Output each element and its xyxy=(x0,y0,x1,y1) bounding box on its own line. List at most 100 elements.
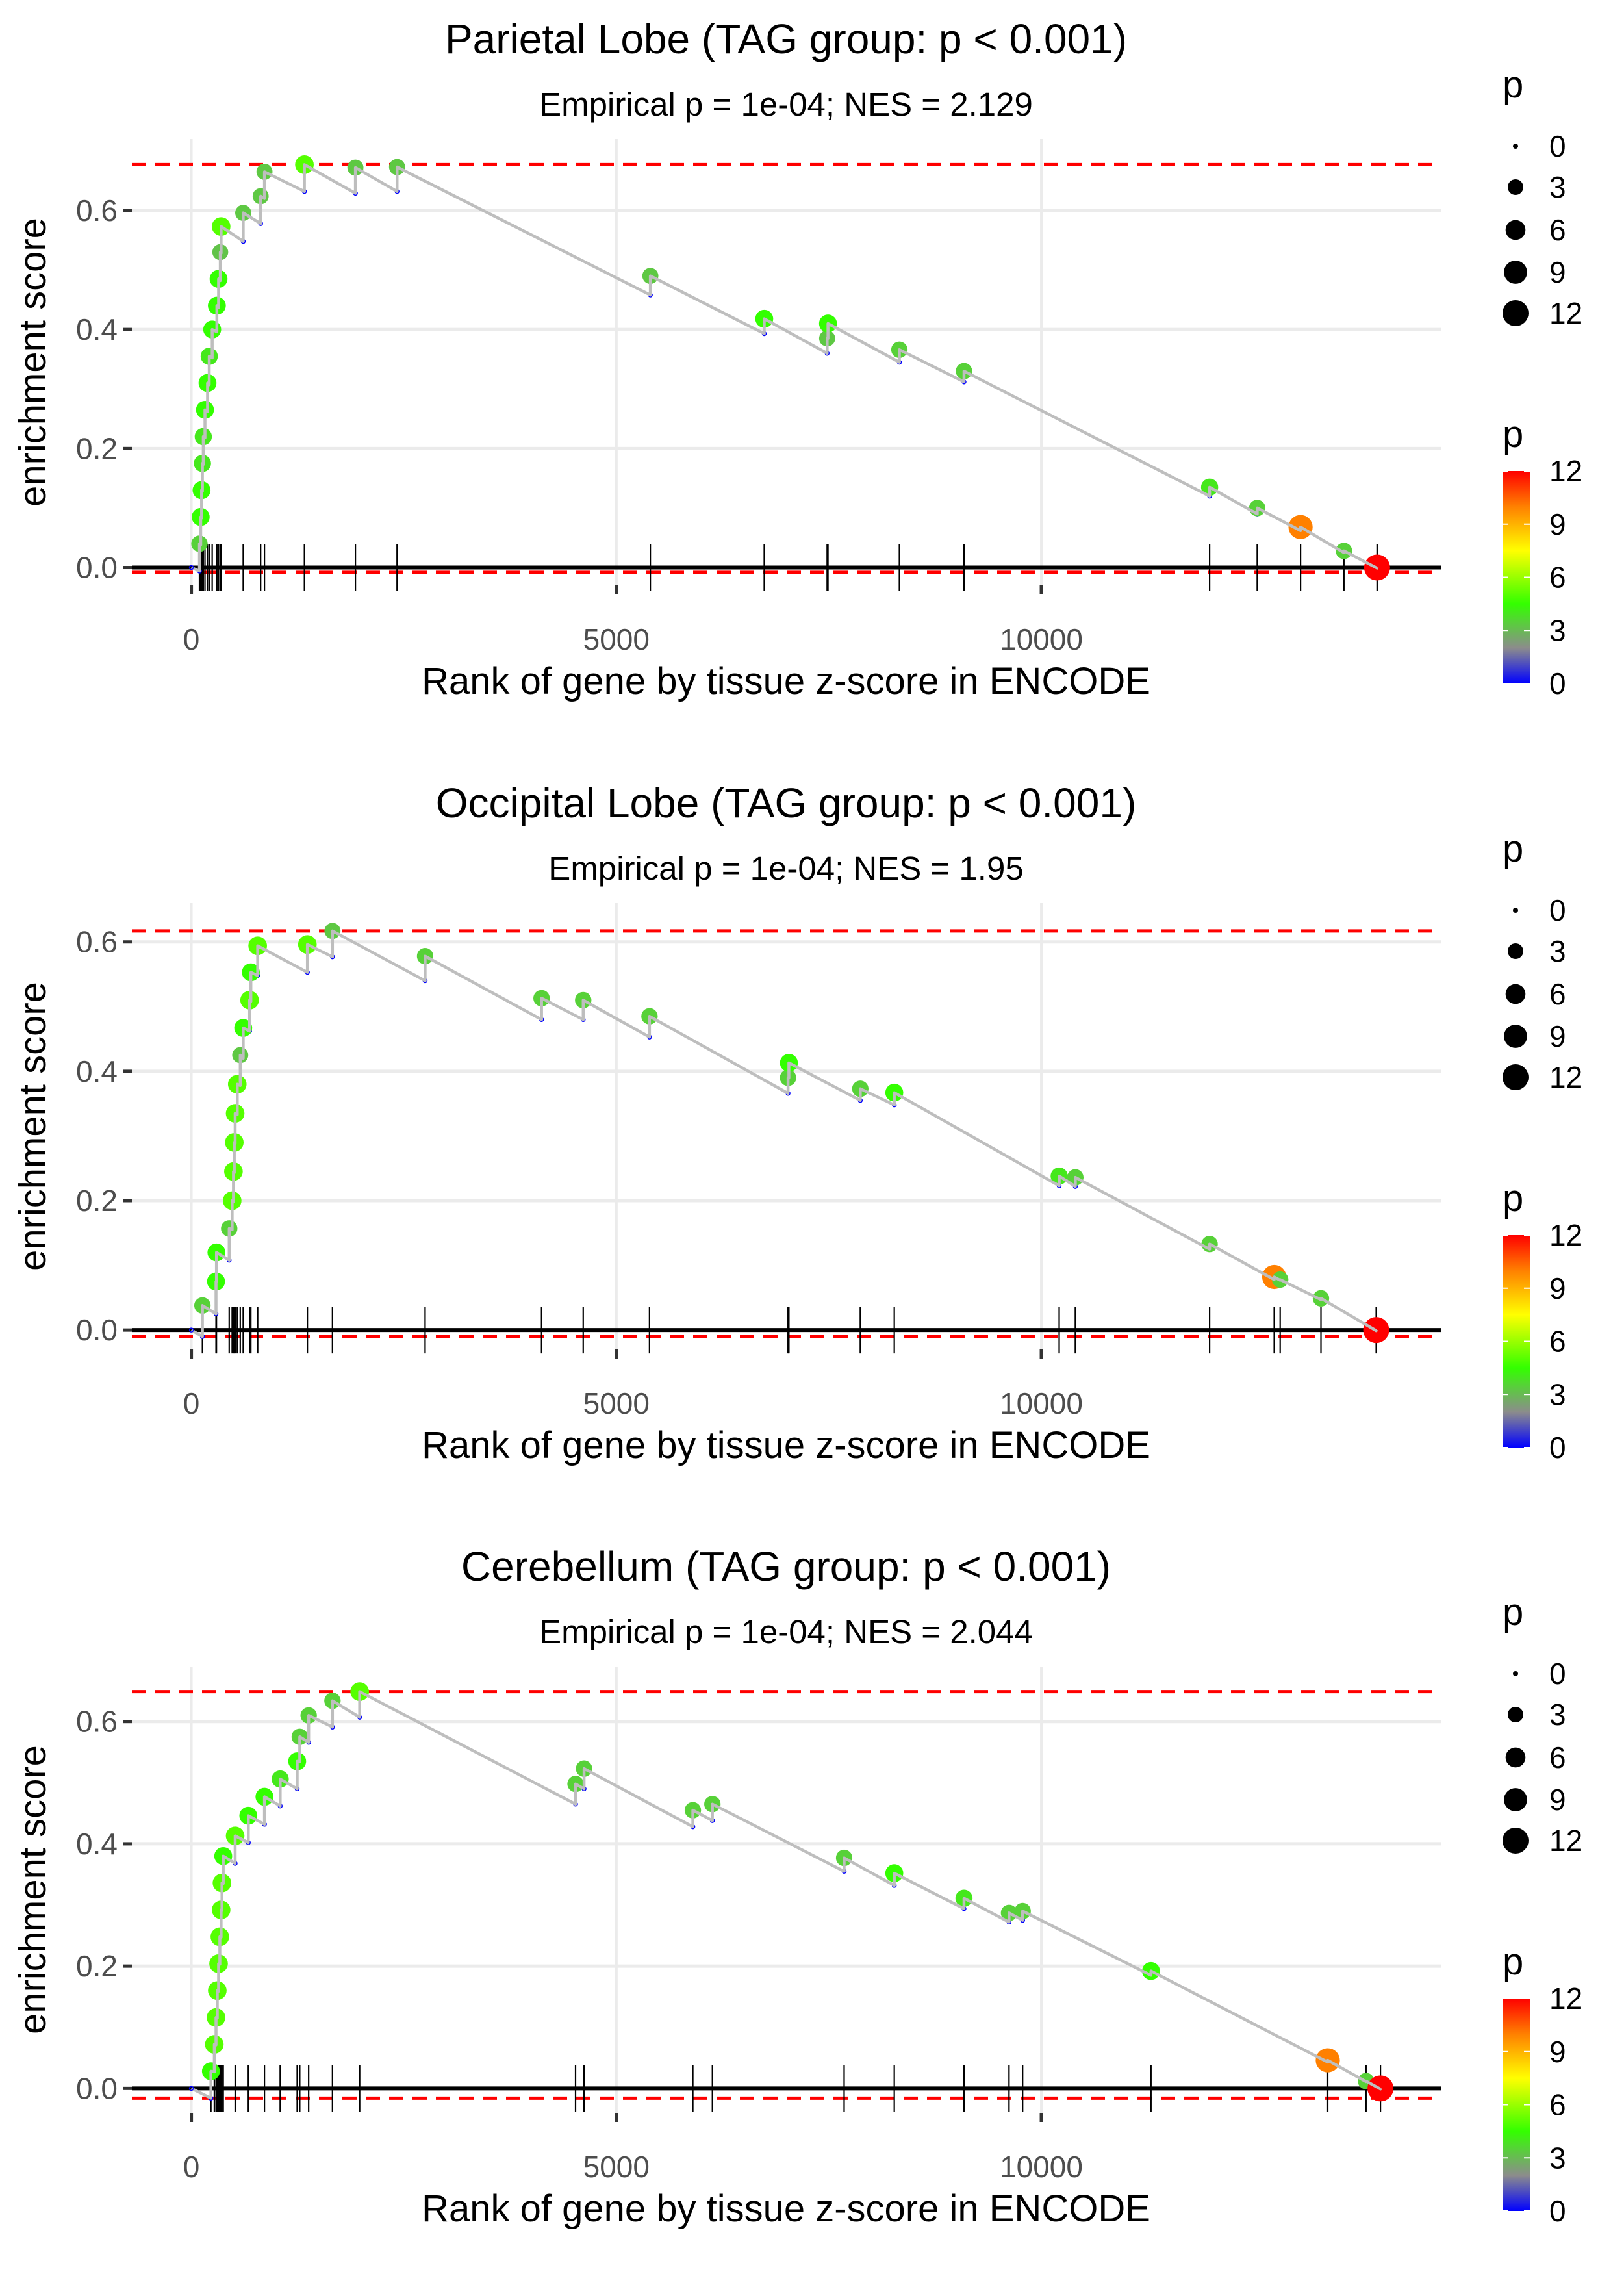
y-tick-label: 0.2 xyxy=(76,1949,118,1983)
size-legend-label: 12 xyxy=(1549,296,1582,330)
rug xyxy=(201,1307,1377,1354)
colorbar-label: 3 xyxy=(1549,1377,1566,1411)
size-legend-label: 0 xyxy=(1549,1657,1566,1691)
y-tick-label: 0.4 xyxy=(76,313,118,346)
colorbar-label: 3 xyxy=(1549,2141,1566,2175)
size-legend-label: 0 xyxy=(1549,129,1566,163)
y-tick-label: 0.0 xyxy=(76,551,118,585)
y-tick-label: 0.6 xyxy=(76,925,118,959)
size-legend-label: 12 xyxy=(1549,1824,1582,1858)
color-legend-title: p xyxy=(1503,1941,1523,1983)
rug xyxy=(210,2065,1382,2112)
size-legend-title: p xyxy=(1503,1591,1523,1633)
grid xyxy=(132,903,1441,1349)
x-tick-label: 5000 xyxy=(583,2150,650,2184)
y-tick-label: 0.2 xyxy=(76,431,118,465)
es-curve xyxy=(190,1690,1382,2100)
size-legend-label: 3 xyxy=(1549,934,1566,968)
size-legend-key xyxy=(1504,261,1527,284)
y-axis-title: enrichment score xyxy=(12,218,54,507)
size-legend-key xyxy=(1513,908,1518,913)
colorbar-label: 6 xyxy=(1549,561,1566,594)
x-tick-label: 10000 xyxy=(1000,2150,1083,2184)
grid xyxy=(132,1667,1441,2113)
size-legend-key xyxy=(1508,1707,1523,1722)
size-legend-label: 3 xyxy=(1549,170,1566,204)
size-legend-key xyxy=(1503,1064,1529,1090)
size-legend-title: p xyxy=(1503,64,1523,106)
size-legend-label: 9 xyxy=(1549,1783,1566,1817)
size-legend-key xyxy=(1505,984,1526,1004)
rug xyxy=(198,544,1378,591)
y-tick-label: 0.4 xyxy=(76,1827,118,1861)
x-axis-title: Rank of gene by tissue z-score in ENCODE xyxy=(422,660,1150,702)
colorbar-label: 0 xyxy=(1549,2194,1566,2228)
size-legend-key xyxy=(1503,1828,1529,1854)
y-axis-title: enrichment score xyxy=(12,982,54,1271)
x-tick-label: 10000 xyxy=(1000,1386,1083,1420)
points xyxy=(201,1682,1394,2102)
x-tick-label: 0 xyxy=(183,1386,200,1420)
size-legend-key xyxy=(1503,300,1529,326)
colorbar-label: 6 xyxy=(1549,1325,1566,1359)
colorbar-label: 12 xyxy=(1549,454,1582,488)
points xyxy=(191,155,1390,581)
size-legend-key xyxy=(1508,943,1523,959)
y-tick-label: 0.0 xyxy=(76,2071,118,2105)
panel-1: Parietal Lobe (TAG group: p < 0.001) Empi… xyxy=(12,16,1582,702)
start-point xyxy=(188,2086,194,2091)
panel-2: Occipital Lobe (TAG group: p < 0.001) Emp… xyxy=(12,780,1582,1466)
size-legend-key xyxy=(1505,1747,1526,1768)
start-point xyxy=(188,1327,194,1333)
panel-title: Occipital Lobe (TAG group: p < 0.001) xyxy=(436,780,1137,826)
x-tick-label: 5000 xyxy=(583,1386,650,1420)
size-legend-key xyxy=(1505,220,1526,240)
colorbar-label: 9 xyxy=(1549,507,1566,541)
x-tick-label: 10000 xyxy=(1000,622,1083,656)
colorbar-label: 9 xyxy=(1549,2035,1566,2069)
size-legend-label: 9 xyxy=(1549,255,1566,289)
size-legend-label: 0 xyxy=(1549,893,1566,927)
size-legend-key xyxy=(1504,1025,1527,1048)
size-legend-label: 3 xyxy=(1549,1698,1566,1731)
y-axis-title: enrichment score xyxy=(12,1745,54,2034)
colorbar-label: 3 xyxy=(1549,613,1566,647)
y-tick-label: 0.4 xyxy=(76,1054,118,1088)
points xyxy=(194,923,1389,1344)
size-legend-key xyxy=(1508,179,1523,195)
panel-3: Cerebellum (TAG group: p < 0.001) Empiric… xyxy=(12,1543,1582,2230)
colorbar-label: 12 xyxy=(1549,1218,1582,1252)
panel-title: Parietal Lobe (TAG group: p < 0.001) xyxy=(445,16,1127,62)
colorbar-label: 12 xyxy=(1549,1982,1582,2015)
x-axis-title: Rank of gene by tissue z-score in ENCODE xyxy=(422,1424,1150,1466)
x-tick-label: 5000 xyxy=(583,622,650,656)
panel-subtitle: Empirical p = 1e-04; NES = 2.044 xyxy=(539,1613,1033,1650)
color-legend-title: p xyxy=(1503,413,1523,455)
size-legend-label: 12 xyxy=(1549,1060,1582,1094)
x-axis-title: Rank of gene by tissue z-score in ENCODE xyxy=(422,2188,1150,2230)
size-legend-key xyxy=(1513,144,1518,149)
start-point xyxy=(188,565,194,570)
x-tick-label: 0 xyxy=(183,622,200,656)
y-tick-label: 0.6 xyxy=(76,194,118,227)
size-legend-key xyxy=(1504,1788,1527,1811)
panel-title: Cerebellum (TAG group: p < 0.001) xyxy=(461,1543,1111,1590)
panel-subtitle: Empirical p = 1e-04; NES = 2.129 xyxy=(539,86,1033,123)
colorbar-label: 6 xyxy=(1549,2088,1566,2122)
colorbar-label: 0 xyxy=(1549,1431,1566,1464)
grid xyxy=(132,139,1441,585)
x-tick-label: 0 xyxy=(183,2150,200,2184)
es-curve xyxy=(190,163,1379,573)
colorbar-label: 9 xyxy=(1549,1271,1566,1305)
y-tick-label: 0.0 xyxy=(76,1313,118,1347)
colorbar-label: 0 xyxy=(1549,667,1566,700)
y-tick-label: 0.2 xyxy=(76,1184,118,1218)
es-curve xyxy=(190,929,1378,1338)
size-legend-label: 6 xyxy=(1549,213,1566,247)
color-legend-title: p xyxy=(1503,1177,1523,1220)
size-legend-key xyxy=(1513,1671,1518,1676)
